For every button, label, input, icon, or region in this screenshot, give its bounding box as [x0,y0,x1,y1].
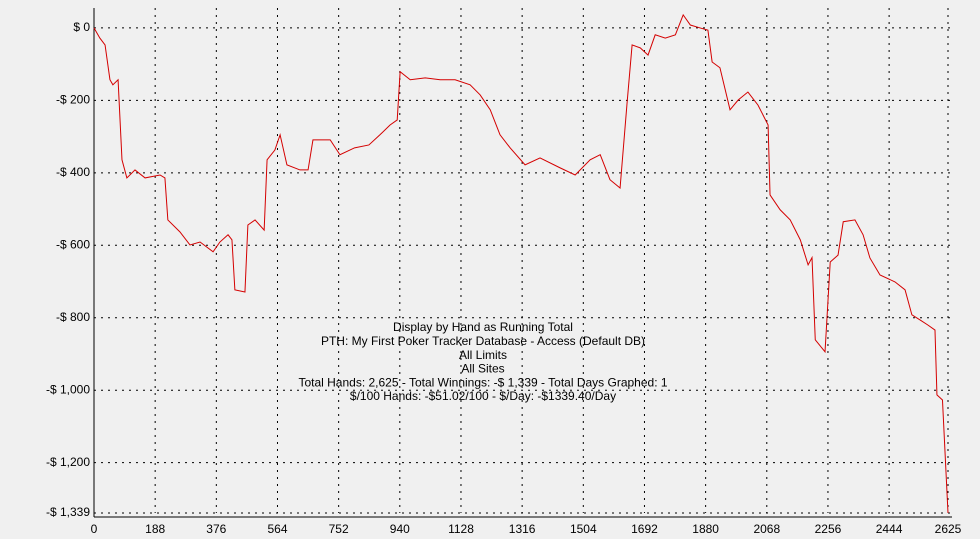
y-tick-label: -$ 800 [56,310,90,324]
y-tick-label: $ 0 [73,20,90,34]
x-tick-label: 1880 [692,522,719,536]
x-tick-label: 564 [267,522,287,536]
annotation: All Limits [459,348,507,362]
annotation: All Sites [461,362,504,376]
annotation: PTH: My First Poker Tracker Database - A… [321,334,645,348]
y-tick-label: -$ 600 [56,237,90,251]
y-tick-label: -$ 1,000 [46,382,90,396]
x-tick-label: 2625 [935,522,962,536]
x-tick-label: 376 [206,522,226,536]
line [93,13,949,514]
x-tick-label: 1504 [570,522,597,536]
y-tick-label: -$ 1,200 [46,455,90,469]
x-tick-label: 188 [145,522,165,536]
x-tick-label: 0 [91,522,98,536]
x-tick-label: 1692 [631,522,658,536]
annotation: Total Hands: 2,625 - Total Winnings: -$ … [298,375,667,389]
y-tick-label: -$ 400 [56,165,90,179]
annotation: $/100 Hands: -$51.02/100 - $/Day: -$1339… [350,389,616,403]
x-tick-label: 1316 [509,522,536,536]
x-tick-label: 1128 [448,522,474,536]
x-tick-label: 2444 [876,522,903,536]
annotation: Display by Hand as Running Total [393,320,573,334]
x-tick-label: 2256 [815,522,842,536]
y-tick-label: -$ 200 [56,93,90,107]
y-tick-label: -$ 1,339 [46,505,90,519]
x-tick-label: 752 [329,522,349,536]
x-tick-label: 2068 [753,522,780,536]
x-tick-label: 940 [390,522,410,536]
